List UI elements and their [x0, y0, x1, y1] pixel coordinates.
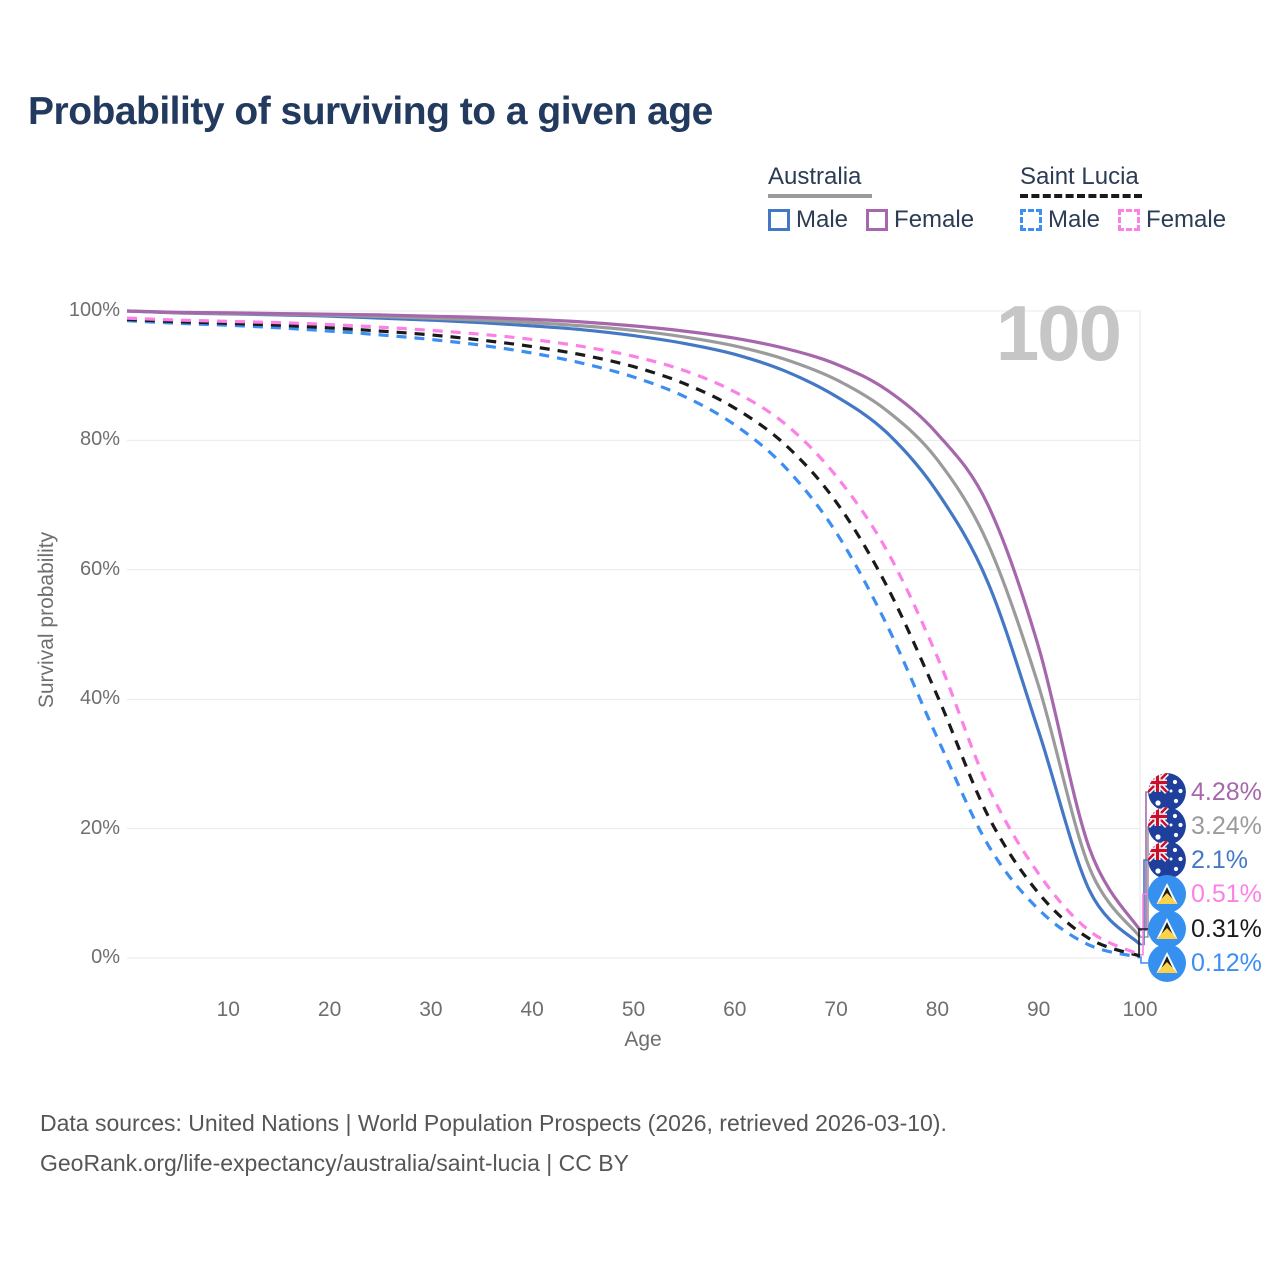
end-label-connector-3 — [1140, 859, 1148, 946]
series-line-saint-lucia-female — [126, 316, 1141, 957]
end-label-row-australia-female: 4.28% — [1148, 773, 1262, 811]
legend-country-label-australia: Australia — [768, 163, 862, 190]
x-tick-90: 90 — [1027, 998, 1051, 1021]
footer-attribution: GeoRank.org/life-expectancy/australia/sa… — [40, 1150, 629, 1176]
legend-swatch-saint-lucia-male — [1020, 209, 1042, 231]
page-title: Probability of surviving to a given age — [28, 90, 713, 133]
end-label-value: 4.28% — [1191, 777, 1262, 806]
saint-lucia-flag-icon — [1148, 944, 1186, 982]
end-label-row-saint-lucia-male: 0.12% — [1148, 944, 1262, 982]
legend-underline-saint-lucia — [1020, 194, 1142, 198]
end-label-value: 0.51% — [1191, 879, 1262, 908]
y-tick-60: 60% — [79, 557, 120, 580]
x-tick-70: 70 — [824, 998, 848, 1021]
end-label-connector-6 — [1140, 956, 1148, 964]
legend-item-australia-female[interactable]: Female — [866, 206, 974, 234]
saint-lucia-flag-icon — [1148, 875, 1186, 913]
footer-data-sources: Data sources: United Nations | World Pop… — [40, 1110, 947, 1136]
x-tick-10: 10 — [216, 998, 240, 1021]
end-label-value: 0.12% — [1191, 948, 1262, 977]
end-label-value: 3.24% — [1191, 811, 1262, 840]
legend-swatch-australia-female — [866, 209, 889, 231]
series-line-saint-lucia-both — [126, 317, 1141, 958]
end-label-connector-4 — [1140, 893, 1148, 956]
x-tick-20: 20 — [317, 998, 342, 1021]
x-tick-100: 100 — [1122, 998, 1158, 1021]
legend-country-label-saint-lucia: Saint Lucia — [1020, 163, 1139, 190]
series-line-saint-lucia-male — [126, 319, 1141, 959]
series-line-australia-female — [126, 309, 1142, 932]
legend-swatch-saint-lucia-female — [1118, 209, 1141, 231]
legend-label-saint-lucia-male: Male — [1048, 206, 1101, 233]
age-counter-watermark: 100 — [995, 289, 1122, 377]
y-tick-40: 40% — [79, 687, 120, 710]
x-tick-80: 80 — [925, 998, 950, 1021]
legend-item-saint-lucia-female[interactable]: Female — [1118, 206, 1226, 234]
y-tick-20: 20% — [79, 816, 120, 839]
australia-flag-icon — [1148, 773, 1186, 811]
legend-label-australia-male: Male — [796, 206, 849, 233]
legend-label-saint-lucia-female: Female — [1146, 206, 1227, 233]
end-label-row-australia-male: 2.1% — [1148, 841, 1248, 879]
legend-underline-australia — [768, 194, 872, 198]
legend-swatch-australia-male — [768, 209, 790, 231]
legend-item-australia-male[interactable]: Male — [768, 206, 848, 234]
end-label-value: 2.1% — [1191, 845, 1248, 874]
end-label-row-saint-lucia-both: 0.31% — [1148, 910, 1262, 948]
series-line-australia-male — [126, 309, 1142, 946]
end-label-connector-5 — [1138, 928, 1148, 957]
y-tick-100: 100% — [68, 299, 120, 321]
legend-label-australia-female: Female — [894, 206, 975, 233]
end-label-row-australia-both: 3.24% — [1148, 807, 1262, 845]
x-tick-40: 40 — [520, 998, 544, 1021]
australia-flag-icon — [1148, 807, 1186, 845]
end-label-row-saint-lucia-female: 0.51% — [1148, 875, 1262, 913]
y-tick-80: 80% — [79, 428, 120, 451]
end-label-value: 0.31% — [1191, 914, 1262, 943]
legend-group-saint-lucia: Saint Lucia Male Female — [1020, 163, 1226, 234]
x-tick-50: 50 — [621, 998, 646, 1021]
x-tick-30: 30 — [419, 998, 443, 1021]
saint-lucia-flag-icon — [1148, 910, 1186, 948]
legend-group-australia: Australia Male Female — [768, 163, 974, 234]
x-tick-60: 60 — [723, 998, 747, 1021]
x-axis-title: Age — [624, 1028, 662, 1051]
legend-item-saint-lucia-male[interactable]: Male — [1020, 206, 1100, 234]
y-tick-0: 0% — [91, 946, 120, 968]
australia-flag-icon — [1148, 841, 1186, 879]
